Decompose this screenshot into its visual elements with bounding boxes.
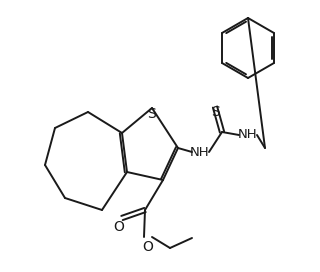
Text: O: O <box>114 220 124 234</box>
Text: NH: NH <box>190 146 210 159</box>
Text: NH: NH <box>238 128 258 141</box>
Text: S: S <box>148 107 156 121</box>
Text: O: O <box>143 240 153 254</box>
Text: S: S <box>211 105 220 119</box>
